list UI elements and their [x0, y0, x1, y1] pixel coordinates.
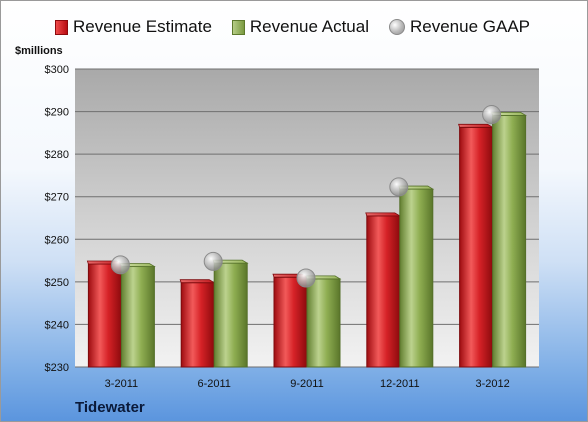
- bars: [86, 112, 528, 368]
- marker-revenue-gaap: [482, 105, 502, 125]
- y-tick-label: $230: [45, 362, 69, 374]
- y-tick-label: $290: [45, 107, 69, 119]
- legend-item-actual: Revenue Actual: [231, 17, 369, 37]
- bar-revenue-actual: [120, 266, 155, 368]
- legend-label-gaap: Revenue GAAP: [410, 17, 531, 36]
- x-tick-label: 12-2011: [380, 378, 420, 390]
- bar-revenue-actual: [492, 114, 527, 368]
- y-tick-label: $280: [45, 149, 69, 161]
- bar-revenue-estimate-top: [365, 212, 402, 217]
- x-tick-label: 9-2011: [290, 378, 323, 390]
- marker-revenue-gaap: [296, 268, 316, 288]
- y-tick-label: $240: [45, 319, 69, 331]
- y-tick-label: $270: [45, 192, 69, 204]
- legend-swatch-estimate: [55, 19, 68, 35]
- company-name: Tidewater: [75, 399, 145, 416]
- legend-swatch-actual: [231, 19, 245, 35]
- marker-revenue-gaap: [203, 251, 223, 271]
- x-tick-label: 3-2012: [475, 378, 509, 390]
- x-tick-label: 3-2011: [105, 378, 138, 390]
- gaap-markers: [110, 105, 502, 288]
- legend-item-estimate: Revenue Estimate: [55, 17, 212, 37]
- y-tick-label: $300: [45, 64, 69, 76]
- bar-revenue-estimate: [87, 263, 122, 368]
- legend-label-estimate: Revenue Estimate: [73, 17, 212, 36]
- x-tick-label: 6-2011: [197, 378, 230, 390]
- bar-revenue-estimate: [366, 215, 401, 368]
- y-tick-label: $250: [45, 277, 69, 289]
- bar-revenue-actual: [399, 188, 434, 368]
- y-tick-label: $260: [45, 234, 69, 246]
- x-tick-labels: 3-2011 6-2011 9-2011 12-2011 3-2012: [105, 378, 510, 390]
- bar-revenue-estimate: [180, 282, 215, 368]
- legend-label-actual: Revenue Actual: [249, 17, 369, 36]
- legend-swatch-gaap: [389, 19, 405, 35]
- marker-revenue-gaap: [110, 255, 130, 275]
- bar-revenue-actual: [213, 262, 248, 368]
- marker-revenue-gaap: [389, 177, 409, 197]
- bar-revenue-estimate-top: [458, 123, 495, 128]
- legend-item-gaap: Revenue GAAP: [389, 17, 530, 37]
- y-tick-labels: $230 $240 $250 $260 $270 $280 $290 $300: [45, 64, 69, 374]
- bar-revenue-estimate: [273, 276, 308, 368]
- bar-revenue-estimate-top: [179, 279, 216, 284]
- bar-revenue-estimate: [459, 126, 494, 368]
- legend: Revenue Estimate Revenue Actual Revenue …: [55, 17, 530, 37]
- bar-revenue-actual: [306, 278, 341, 368]
- y-axis-label: $millions: [15, 45, 63, 57]
